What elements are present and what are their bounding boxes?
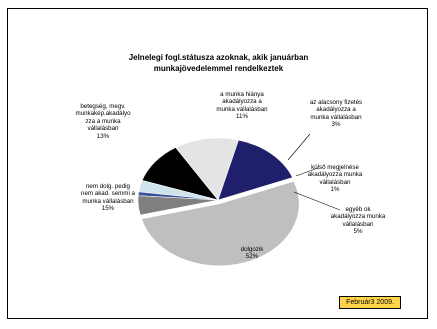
date-badge: Február3 2009.: [339, 296, 401, 309]
chart-title: Jelnelegi fogl.státusza azoknak, akik ja…: [60, 52, 377, 74]
slice-label-betegseg: betegség, megv. munkakép.akadályo zza a …: [75, 103, 131, 140]
pie-slice-betegseg: [175, 137, 239, 201]
leader-alacsony-fizetes: [287, 133, 311, 161]
leader-egyeb-ok: [293, 191, 341, 211]
slice-label-alacsony-fizetes: az alacsony fizetés akadályozza a munka …: [309, 99, 363, 129]
leader-kulso-megjelenes: [295, 167, 319, 177]
slice-label-kulso-megjelenes: külső megjelnése akadályozza munka válla…: [307, 164, 363, 194]
pie-slice-egyeb-ok: [137, 195, 219, 216]
slice-label-egyeb-ok: egyéb ok akadályozza munka vállalásban 5…: [330, 206, 386, 236]
pie-slice-nem-dolg: [217, 139, 294, 201]
slice-label-munka-hianya: a munka hiánya akadályozza a munka válla…: [216, 91, 268, 121]
slice-label-nem-dolg: nem dolg. pedig nem akad. semmi a munka …: [81, 183, 135, 213]
slice-label-dolgozik: dolgozik 52%: [240, 246, 264, 261]
chart-title-line-2: munkajövedelemmel rendelkeztek: [153, 64, 284, 73]
pie-slice-dolgozik: [141, 181, 300, 267]
chart-title-line-1: Jelnelegi fogl.státusza azoknak, akik ja…: [128, 53, 309, 62]
